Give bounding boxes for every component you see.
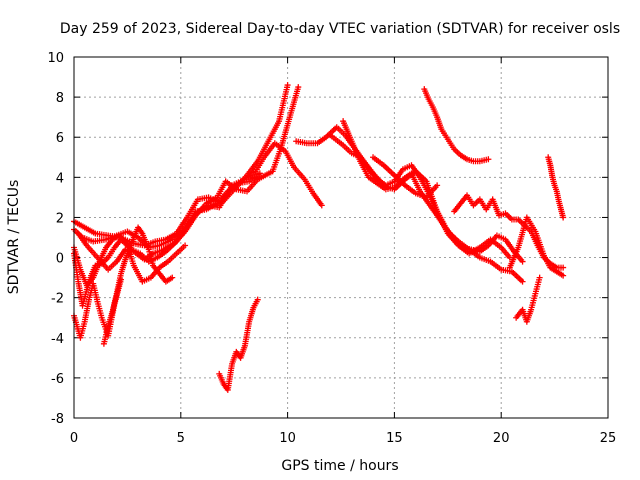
plot-frame	[73, 56, 609, 419]
data-point	[182, 242, 189, 249]
y-tick-label: 0	[56, 252, 64, 267]
series-track-8	[216, 296, 261, 393]
y-tick-label: -2	[51, 292, 64, 307]
y-tick-label: 4	[56, 171, 64, 186]
series-track-12	[370, 154, 441, 201]
data-point	[560, 264, 567, 271]
y-axis-label: SDTVAR / TECUs	[6, 180, 22, 295]
data-point	[284, 82, 291, 89]
x-tick-label: 10	[279, 431, 296, 446]
y-tick-label: 2	[56, 211, 64, 226]
data-marks	[71, 82, 567, 393]
series-track-15	[506, 214, 567, 279]
series-track-17	[545, 154, 567, 221]
data-point	[519, 258, 526, 265]
data-point	[485, 156, 492, 163]
data-point	[169, 274, 176, 281]
y-tick-label: -6	[51, 372, 64, 387]
axis-ticks: 0 5 10 15 20 25 -8 -6 -4 -2 0 2 4 6 8 10	[47, 51, 616, 446]
series-track-9	[293, 124, 513, 261]
chart-title: Day 259 of 2023, Sidereal Day-to-day VTE…	[60, 21, 620, 37]
x-tick-label: 5	[177, 431, 185, 446]
series-track-7	[100, 224, 176, 347]
data-point	[519, 278, 526, 285]
y-tick-label: 6	[56, 131, 64, 146]
data-point	[560, 272, 567, 279]
data-point	[256, 170, 263, 177]
grid-lines	[74, 57, 608, 418]
series-track-4	[71, 170, 263, 289]
data-point	[536, 274, 543, 281]
data-point	[318, 202, 325, 209]
x-tick-label: 20	[493, 431, 510, 446]
data-point	[295, 84, 302, 91]
data-point	[254, 296, 261, 303]
series-track-16	[513, 274, 543, 325]
y-tick-label: -4	[51, 332, 64, 347]
series-track-13	[421, 86, 492, 165]
x-tick-label: 15	[386, 431, 403, 446]
data-point	[560, 214, 567, 221]
y-tick-label: 10	[47, 51, 64, 66]
y-tick-label: 8	[56, 91, 64, 106]
y-tick-label: -8	[51, 412, 64, 427]
x-tick-label: 25	[600, 431, 617, 446]
x-tick-label: 0	[70, 431, 78, 446]
series-track-2	[71, 140, 325, 251]
series-track-11	[340, 118, 526, 285]
data-point	[434, 182, 441, 189]
x-axis-label: GPS time / hours	[281, 458, 398, 474]
